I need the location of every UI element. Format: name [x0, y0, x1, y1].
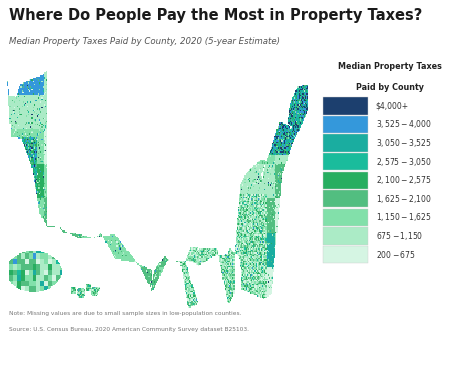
Text: $3,525-$4,000: $3,525-$4,000 [375, 119, 431, 131]
Bar [323, 97, 368, 114]
Text: $200-$675: $200-$675 [375, 249, 415, 260]
Text: Note: Missing values are due to small sample sizes in low-population counties.: Note: Missing values are due to small sa… [9, 311, 242, 316]
Text: Median Property Taxes: Median Property Taxes [338, 62, 442, 71]
Bar [323, 246, 368, 263]
Text: $1,150-$1,625: $1,150-$1,625 [375, 211, 431, 223]
Text: $4,000+: $4,000+ [375, 101, 409, 110]
Text: $1,625-$2,100: $1,625-$2,100 [375, 193, 431, 205]
Text: TAX FOUNDATION: TAX FOUNDATION [7, 349, 111, 359]
Text: $2,575-$3,050: $2,575-$3,050 [375, 156, 431, 168]
Text: Median Property Taxes Paid by County, 2020 (5-year Estimate): Median Property Taxes Paid by County, 20… [9, 37, 281, 46]
Bar [323, 116, 368, 133]
Bar [323, 209, 368, 226]
Text: $2,100-$2,575: $2,100-$2,575 [375, 174, 431, 186]
Text: @TaxFoundation: @TaxFoundation [392, 349, 467, 358]
Text: $3,050-$3,525: $3,050-$3,525 [375, 137, 431, 149]
Text: $675-$1,150: $675-$1,150 [375, 230, 423, 242]
Bar [323, 172, 368, 189]
Bar [323, 227, 368, 245]
Text: Where Do People Pay the Most in Property Taxes?: Where Do People Pay the Most in Property… [9, 8, 423, 23]
Bar [323, 153, 368, 170]
Text: Source: U.S. Census Bureau, 2020 American Community Survey dataset B25103.: Source: U.S. Census Bureau, 2020 America… [9, 327, 249, 332]
Text: Paid by County: Paid by County [356, 83, 424, 92]
Bar [323, 190, 368, 208]
Bar [323, 134, 368, 152]
